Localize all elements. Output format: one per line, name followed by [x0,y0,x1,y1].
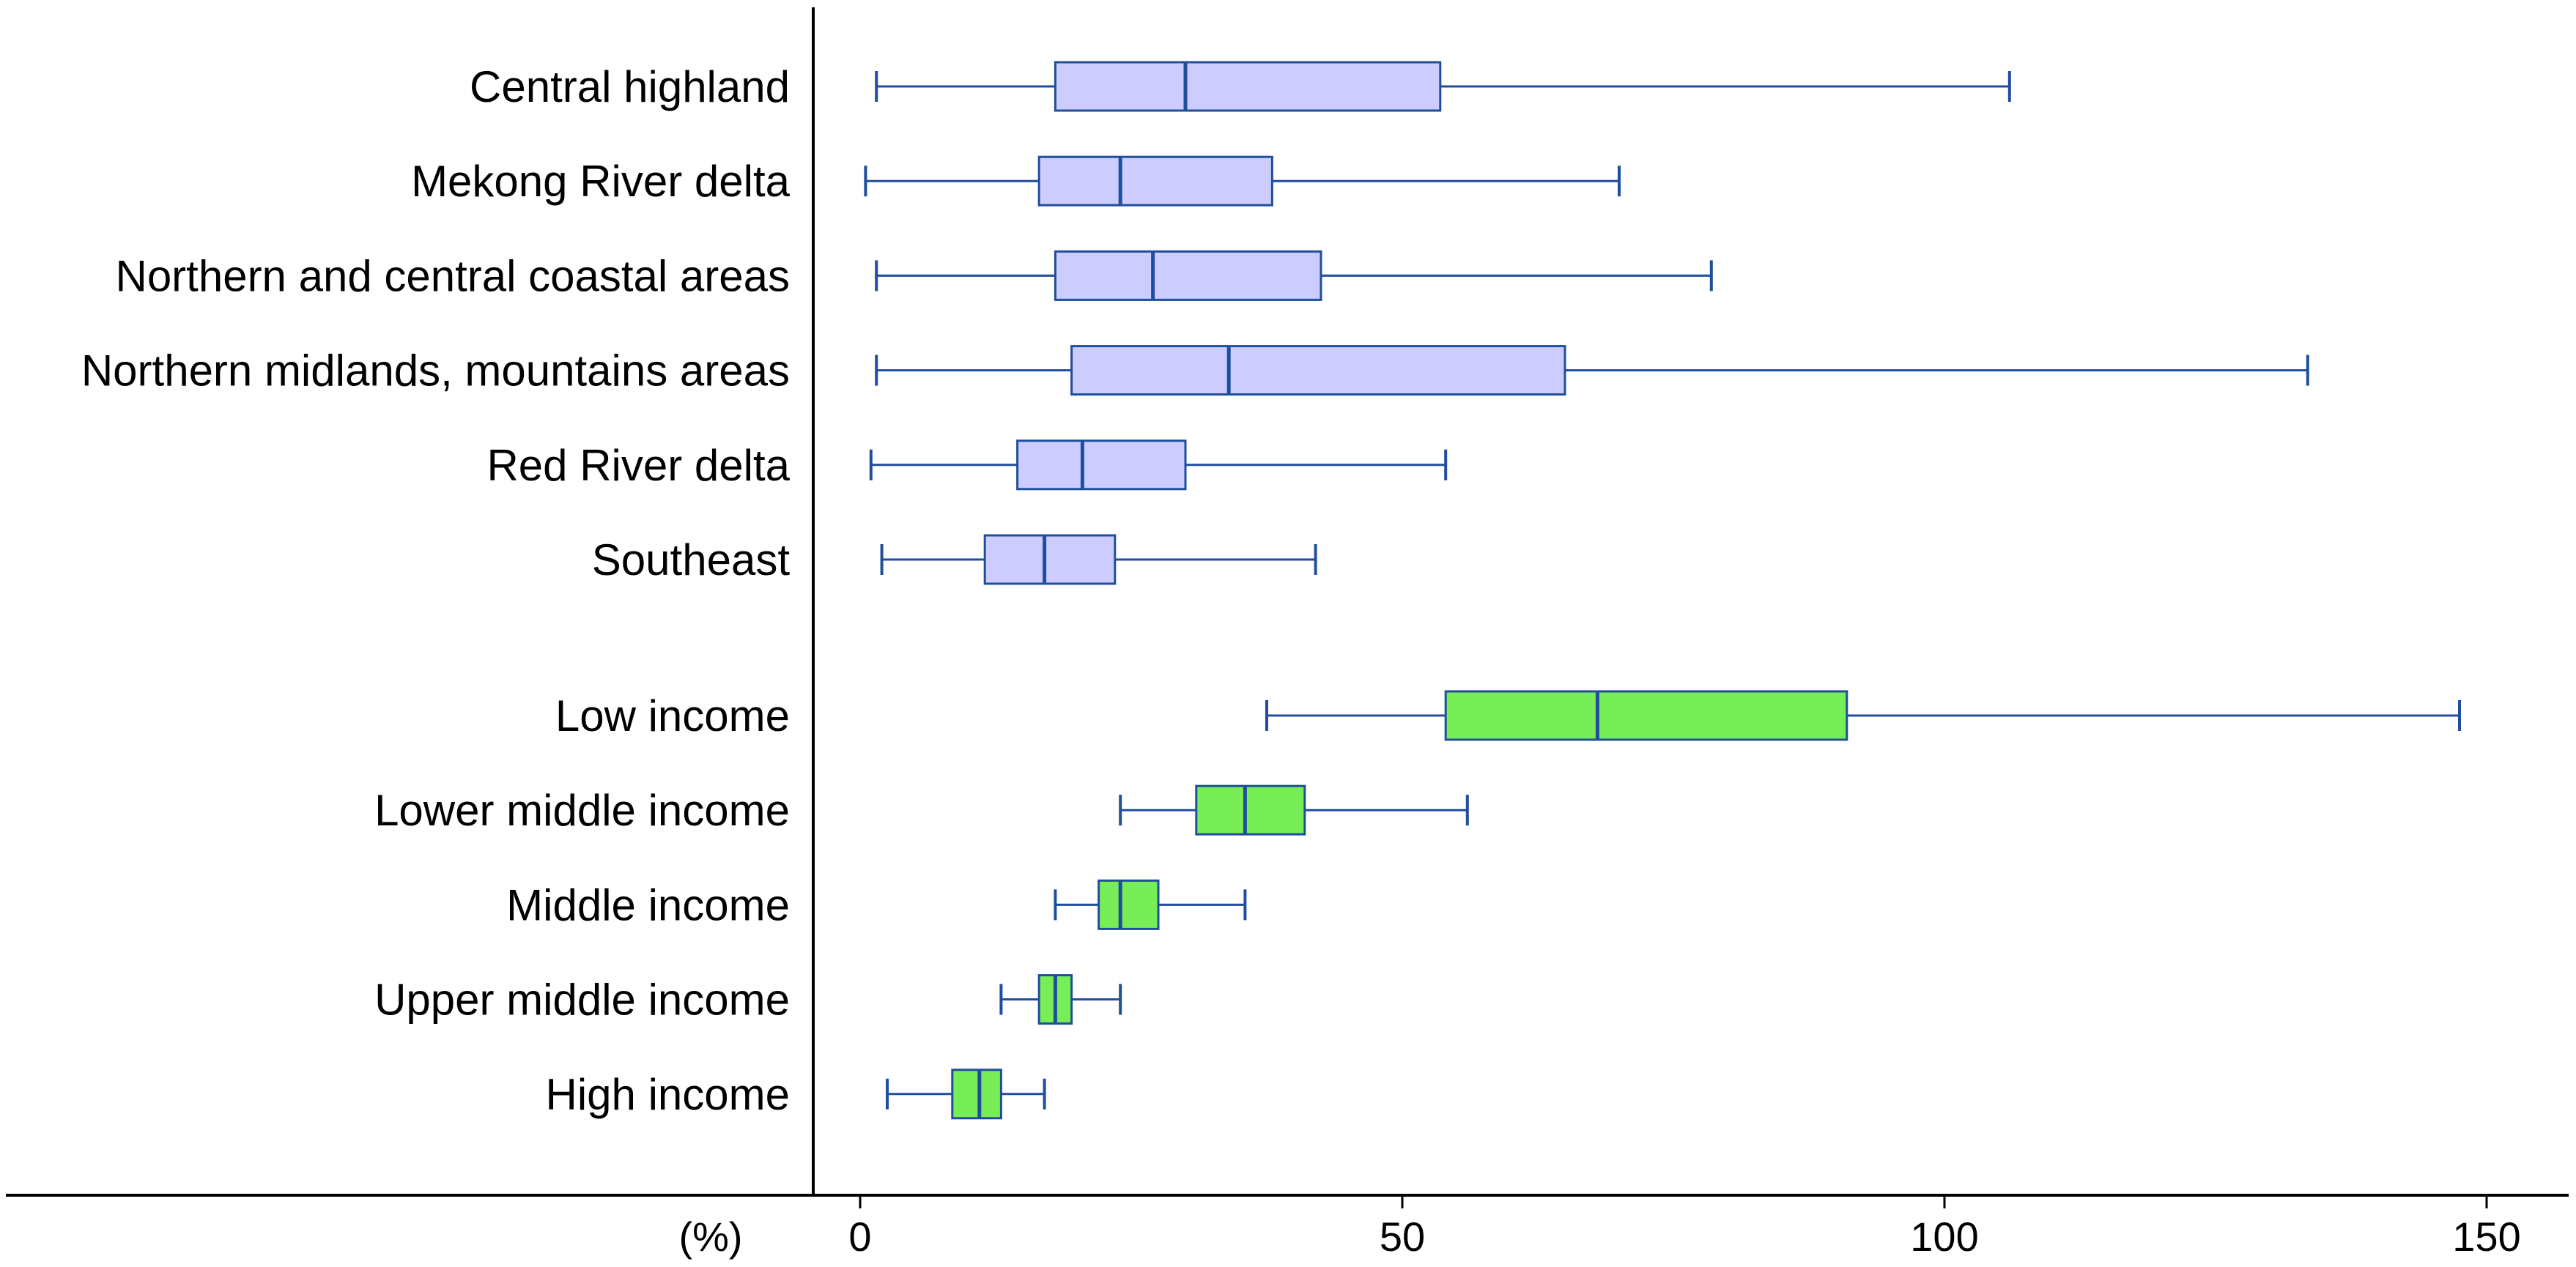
iqr-box [1444,690,1848,741]
category-label-middle-income: Middle income [506,880,790,929]
category-label-southeast: Southeast [592,535,791,584]
iqr-box [983,534,1117,585]
category-label-low-income: Low income [555,691,790,740]
category-label-mekong-river-delta: Mekong River delta [411,157,791,206]
iqr-box [951,1069,1002,1120]
box-low-income [1265,690,2461,741]
category-label-high-income: High income [546,1070,791,1119]
category-label-central-highland: Central highland [470,62,790,111]
box-central-highland [875,61,2011,112]
x-tick-label: 0 [848,1214,871,1260]
box-northern-midlands-mountains-areas [875,345,2309,396]
box-northern-and-central-coastal-areas [875,250,1713,301]
category-label-upper-middle-income: Upper middle income [374,976,790,1025]
iqr-box [1195,784,1306,836]
box-mekong-river-delta [864,155,1621,207]
iqr-box [1016,439,1187,491]
x-tick-label: 100 [1910,1214,1978,1260]
iqr-box [1054,61,1442,112]
box-upper-middle-income [999,974,1122,1025]
iqr-box [1037,155,1273,207]
x-axis-unit-label: (%) [678,1214,742,1260]
box-lower-middle-income [1119,784,1469,836]
category-label-northern-midlands-mountains-areas: Northern midlands, mountains areas [81,346,790,395]
box-red-river-delta [869,439,1448,491]
axes: 0 50 100 150 (%) [6,7,2569,1260]
category-label-lower-middle-income: Lower middle income [374,786,790,835]
box-series [864,61,2461,1120]
category-label-northern-and-central-coastal-areas: Northern and central coastal areas [115,251,790,300]
box-middle-income [1054,879,1247,930]
iqr-box [1098,879,1160,930]
iqr-box [1070,345,1566,396]
category-label-red-river-delta: Red River delta [486,441,790,490]
x-tick-label: 50 [1380,1214,1425,1260]
category-labels: Central highland Mekong River delta Northe… [81,62,791,1119]
box-high-income [886,1069,1046,1120]
x-tick-label: 150 [2452,1214,2520,1260]
iqr-box [1054,250,1322,301]
box-southeast [880,534,1317,585]
